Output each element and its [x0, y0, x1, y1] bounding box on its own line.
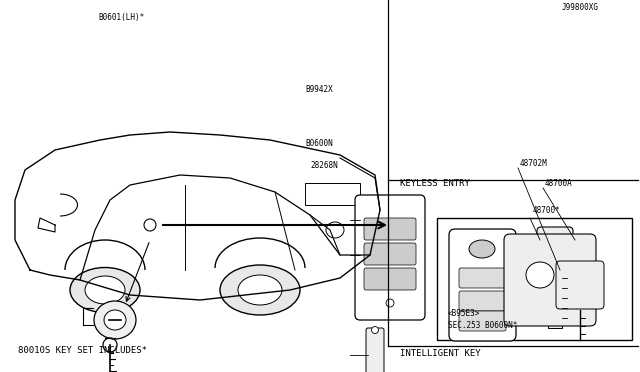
- Ellipse shape: [238, 275, 282, 305]
- FancyBboxPatch shape: [459, 291, 506, 311]
- FancyBboxPatch shape: [364, 268, 416, 290]
- FancyBboxPatch shape: [556, 261, 604, 309]
- Text: KEYLESS ENTRY: KEYLESS ENTRY: [400, 179, 470, 188]
- FancyBboxPatch shape: [548, 266, 562, 328]
- FancyBboxPatch shape: [364, 243, 416, 265]
- FancyBboxPatch shape: [537, 227, 573, 270]
- Ellipse shape: [469, 240, 495, 258]
- Bar: [305, 183, 360, 205]
- Text: B0601(LH)*: B0601(LH)*: [98, 13, 144, 22]
- FancyBboxPatch shape: [366, 328, 384, 372]
- Ellipse shape: [326, 222, 344, 238]
- Ellipse shape: [549, 242, 561, 254]
- Ellipse shape: [144, 219, 156, 231]
- Ellipse shape: [371, 327, 378, 334]
- Text: SEC.253 B0600N*: SEC.253 B0600N*: [448, 321, 517, 330]
- Text: 48702M: 48702M: [520, 159, 548, 168]
- Text: B9942X: B9942X: [305, 85, 333, 94]
- FancyBboxPatch shape: [459, 268, 506, 288]
- Text: 48700*: 48700*: [533, 206, 561, 215]
- FancyBboxPatch shape: [364, 218, 416, 240]
- Text: J99800XG: J99800XG: [562, 3, 599, 12]
- FancyBboxPatch shape: [355, 195, 425, 320]
- Ellipse shape: [220, 265, 300, 315]
- Text: B0600N: B0600N: [305, 139, 333, 148]
- Bar: [437, 218, 632, 340]
- Text: INTELLIGENT KEY: INTELLIGENT KEY: [400, 349, 481, 358]
- Text: 28268N: 28268N: [310, 161, 338, 170]
- Ellipse shape: [70, 267, 140, 312]
- Text: 80010S KEY SET INCLUDES*: 80010S KEY SET INCLUDES*: [18, 346, 147, 355]
- Text: 48700A: 48700A: [545, 179, 573, 188]
- Ellipse shape: [104, 310, 126, 330]
- Ellipse shape: [526, 262, 554, 288]
- Text: <B95E3>: <B95E3>: [448, 309, 481, 318]
- Ellipse shape: [85, 276, 125, 304]
- Ellipse shape: [386, 299, 394, 307]
- FancyBboxPatch shape: [504, 234, 596, 326]
- FancyBboxPatch shape: [459, 311, 506, 331]
- Ellipse shape: [94, 301, 136, 339]
- FancyBboxPatch shape: [449, 229, 516, 341]
